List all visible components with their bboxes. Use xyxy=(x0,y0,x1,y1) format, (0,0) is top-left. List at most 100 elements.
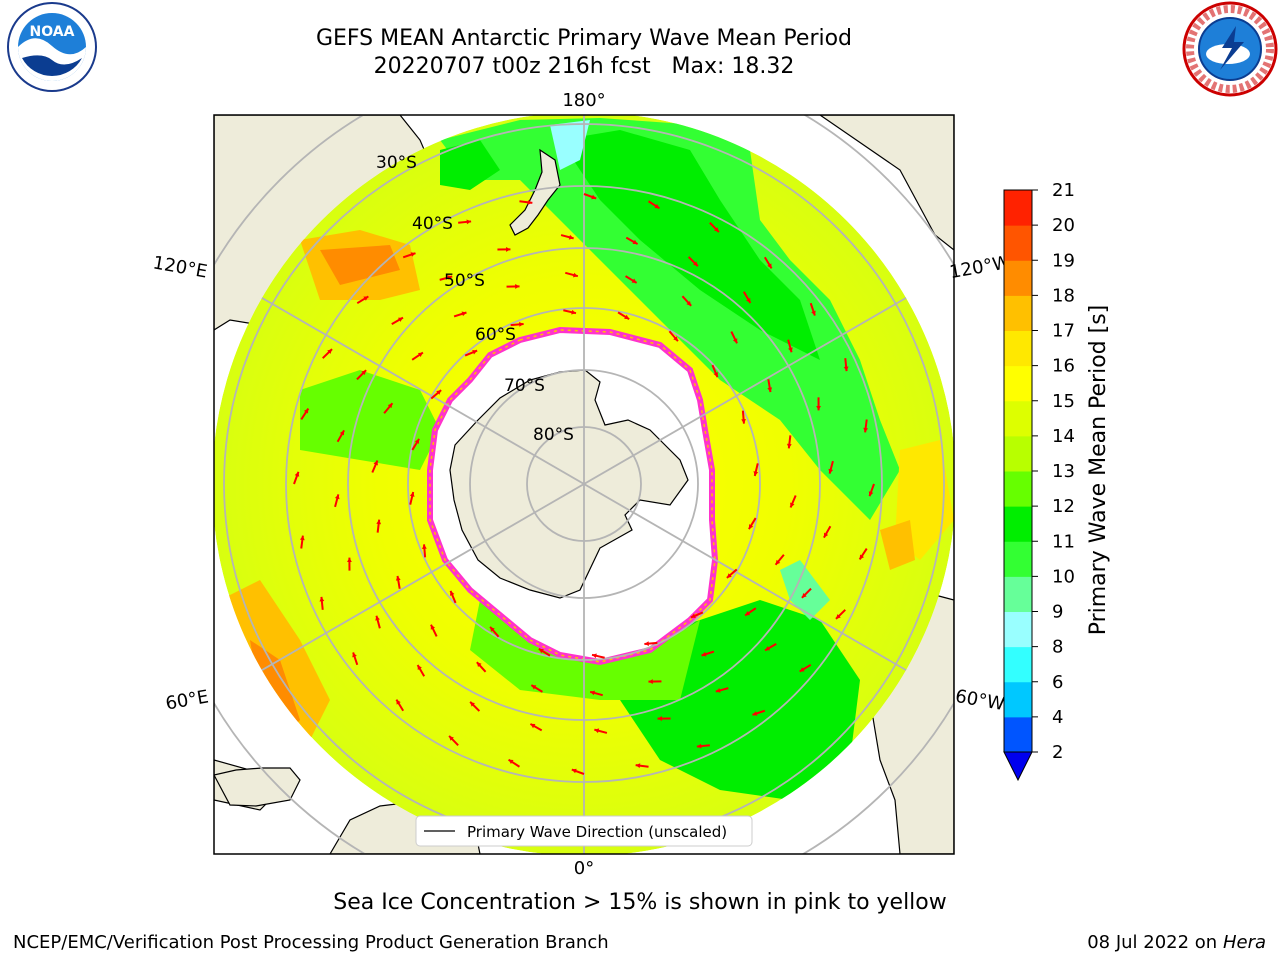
colorbar-tick-label: 11 xyxy=(1052,531,1075,552)
colorbar-tick-label: 21 xyxy=(1052,180,1075,201)
wave-arrow-head xyxy=(732,338,738,344)
wave-arrow-head xyxy=(472,350,478,355)
wave-arrow-head xyxy=(690,613,696,618)
wave-arrow-head xyxy=(339,430,345,436)
wave-arrow-head xyxy=(436,390,442,395)
wave-arrow-head xyxy=(765,646,771,651)
wave-arrow-head xyxy=(644,641,649,646)
wave-arrow-head xyxy=(591,194,597,200)
wave-arrow-head xyxy=(508,759,514,765)
wave-arrow-head xyxy=(790,502,795,508)
colorbar-tick-label: 14 xyxy=(1052,426,1075,447)
footer-timestamp: 08 Jul 2022 on Hera xyxy=(1087,932,1266,953)
wave-arrow-head xyxy=(767,263,772,269)
wave-arrow-head xyxy=(726,573,732,578)
wave-arrow-head xyxy=(361,370,367,375)
graticule xyxy=(223,115,945,854)
colorbar: 2 4 6 8 9 10 11 12 13 14 15 16 17 18 19 20 21 xyxy=(1003,180,1075,782)
colorbar-tick-label: 2 xyxy=(1052,742,1063,763)
lon-label: 120°W xyxy=(948,252,1012,283)
lon-label: 0° xyxy=(574,858,594,879)
wave-arrow-head xyxy=(571,768,577,774)
wave-arrow-head xyxy=(363,296,369,301)
wave-arrow-head xyxy=(859,554,865,560)
colorbar-tick-label: 8 xyxy=(1052,637,1063,658)
wave-arrow-head xyxy=(375,615,380,621)
wave-arrow-head xyxy=(373,460,378,466)
wave-arrow-head xyxy=(632,239,638,245)
wave-arrow-head xyxy=(590,690,596,696)
wave-arrow-head xyxy=(531,685,537,690)
wave-arrow-head xyxy=(470,701,475,707)
wave-arrow-head xyxy=(788,347,793,353)
lat-label: 80°S xyxy=(533,425,574,445)
wave-arrow-head xyxy=(414,438,420,444)
sea-ice-note: Sea Ice Concentration > 15% is shown in … xyxy=(333,890,947,915)
colorbar-tick-label: 9 xyxy=(1052,602,1063,623)
wave-arrow-head xyxy=(334,494,340,500)
wave-arrow-head xyxy=(801,593,807,598)
wave-arrow-head xyxy=(715,688,721,693)
wave-arrow-head xyxy=(696,743,702,749)
wave-arrow-head xyxy=(693,261,698,267)
map-subtitle: 20220707 t00z 216h fcst Max: 18.32 xyxy=(373,54,795,79)
noaa-logo-text: NOAA xyxy=(30,24,75,40)
colorbar-segment xyxy=(1004,225,1032,261)
wave-arrow-head xyxy=(654,203,660,209)
lat-label: 50°S xyxy=(444,271,485,291)
wave-arrow-head xyxy=(835,614,841,619)
wave-arrow-head xyxy=(624,314,630,320)
wave-arrow-head xyxy=(701,651,707,657)
colorbar-segment xyxy=(1004,576,1032,612)
wave-arrow-head xyxy=(430,624,436,630)
wave-arrow-head xyxy=(568,234,574,240)
wave-arrow-head xyxy=(530,723,536,729)
colorbar-tick-label: 4 xyxy=(1052,707,1063,728)
colorbar-tick-label: 19 xyxy=(1052,250,1075,271)
colorbar-label: Primary Wave Mean Period [s] xyxy=(1086,305,1111,636)
footer-host: Hera xyxy=(1222,932,1266,953)
wave-arrow-head xyxy=(409,492,415,497)
lat-label: 40°S xyxy=(412,214,453,234)
nws-logo xyxy=(1182,1,1278,97)
colorbar-segment xyxy=(1004,716,1032,753)
colorbar-tick-label: 6 xyxy=(1052,672,1063,693)
lat-label: 30°S xyxy=(376,153,417,173)
wave-arrow-head xyxy=(506,247,511,252)
wave-arrow-head xyxy=(786,443,792,449)
colorbar-segment xyxy=(1004,506,1032,542)
colorbar-segment xyxy=(1004,611,1032,648)
colorbar-segment xyxy=(1004,681,1032,718)
wave-arrow-head xyxy=(746,297,751,303)
wave-arrow-head xyxy=(686,300,692,306)
wave-arrow-head xyxy=(515,284,520,289)
colorbar-segment xyxy=(1004,260,1032,296)
colorbar-segment xyxy=(1004,646,1032,683)
wave-arrow-head xyxy=(396,699,401,705)
wave-arrow-head xyxy=(868,491,874,497)
wave-arrow-head xyxy=(303,408,309,414)
wave-arrow-head xyxy=(527,199,533,205)
colorbar-segment xyxy=(1004,435,1032,472)
wave-arrow-head xyxy=(741,419,746,424)
wave-arrow-head xyxy=(823,532,829,538)
wave-arrow-head xyxy=(319,596,325,602)
wave-arrow-head xyxy=(657,716,662,721)
colorbar-segment xyxy=(1004,295,1032,331)
wave-arrow-head xyxy=(538,648,544,654)
wave-arrow-head xyxy=(347,557,352,562)
wave-arrow-head xyxy=(714,227,719,233)
colorbar-segment xyxy=(1004,471,1032,507)
wave-arrow-head xyxy=(572,272,578,278)
wave-arrow-head xyxy=(395,575,401,581)
wave-arrow-head xyxy=(417,352,423,358)
lon-label: 60°E xyxy=(164,686,210,714)
colorbar-tick-label: 13 xyxy=(1052,461,1075,482)
wave-arrow-head xyxy=(631,278,637,283)
wave-arrow-head xyxy=(594,728,600,734)
map-title: GEFS MEAN Antarctic Primary Wave Mean Pe… xyxy=(315,26,853,51)
colorbar-tick-label: 10 xyxy=(1052,566,1075,587)
colorbar-segment xyxy=(1004,400,1032,437)
wave-arrow-head xyxy=(753,471,759,476)
